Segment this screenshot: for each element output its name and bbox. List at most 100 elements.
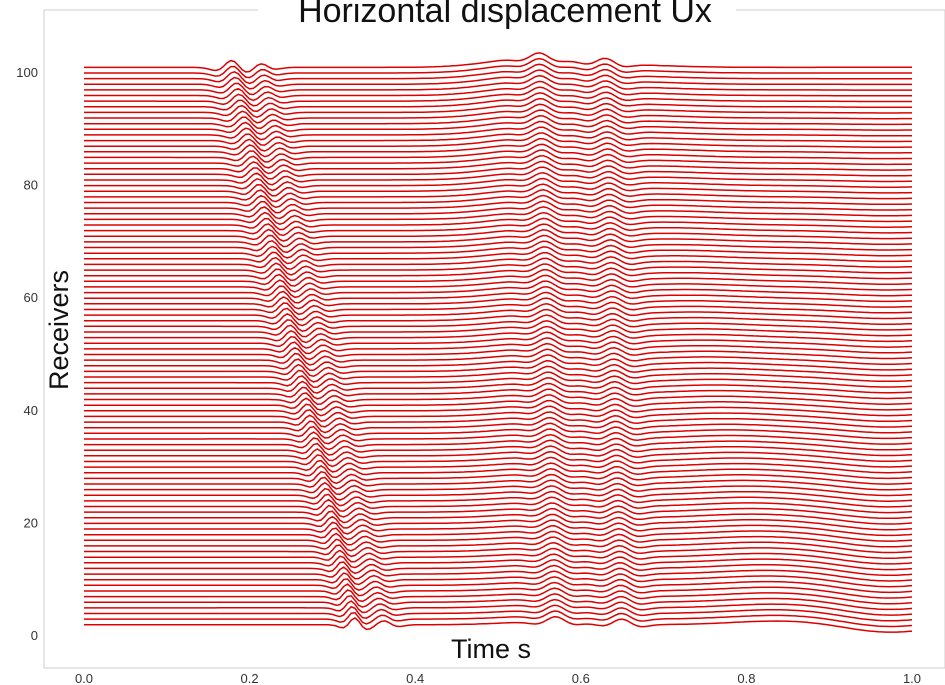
receiver-trace [84, 166, 913, 186]
receiver-trace [84, 126, 912, 146]
receiver-trace [84, 143, 912, 163]
receiver-trace [84, 507, 913, 525]
receiver-trace [84, 63, 912, 85]
receiver-trace [84, 120, 912, 141]
x-tick-label: 1.0 [903, 671, 921, 685]
receiver-trace [84, 354, 913, 372]
receiver-trace [84, 559, 913, 577]
receiver-trace [84, 320, 913, 338]
x-tick-label: 0.4 [406, 671, 424, 685]
receiver-trace [84, 103, 912, 124]
receiver-trace [84, 530, 913, 548]
title-background [258, 0, 736, 24]
receiver-trace [84, 416, 913, 434]
receiver-trace [84, 211, 913, 231]
receiver-trace [84, 115, 912, 135]
receiver-trace [84, 240, 913, 259]
receiver-trace [84, 604, 913, 622]
receiver-trace [84, 57, 912, 79]
x-tick-label: 0.6 [572, 671, 590, 685]
receiver-trace [84, 217, 913, 237]
receiver-trace [84, 615, 913, 633]
receiver-trace [84, 394, 913, 411]
receiver-trace [84, 80, 912, 102]
receiver-trace [84, 74, 912, 96]
receiver-trace [84, 69, 912, 90]
receiver-trace [84, 570, 913, 588]
receiver-trace [84, 382, 913, 400]
receiver-trace [84, 137, 912, 158]
receiver-trace [84, 160, 913, 180]
receiver-trace [84, 325, 913, 344]
xlabel-background [450, 628, 538, 664]
receiver-trace [84, 263, 913, 282]
receiver-trace [84, 92, 912, 113]
receiver-trace [84, 359, 913, 377]
receiver-trace [84, 473, 913, 491]
receiver-trace [84, 377, 913, 394]
receiver-trace [84, 371, 913, 388]
receiver-trace [84, 183, 913, 203]
receiver-trace [84, 331, 913, 349]
receiver-trace [84, 479, 913, 497]
receiver-trace [84, 194, 913, 214]
receiver-trace [84, 314, 913, 332]
receiver-trace [84, 86, 912, 107]
receiver-trace [84, 581, 913, 599]
receiver-trace [84, 593, 913, 611]
receiver-trace [84, 445, 913, 462]
receiver-trace [84, 97, 912, 119]
receiver-trace [84, 428, 913, 445]
receiver-trace [84, 399, 913, 417]
receiver-trace [84, 200, 913, 220]
receiver-trace [84, 280, 913, 299]
receiver-trace [84, 257, 913, 276]
receiver-trace [84, 229, 913, 248]
receiver-trace [84, 286, 913, 304]
receiver-trace [84, 610, 913, 628]
receiver-trace [84, 598, 913, 616]
receiver-trace [84, 297, 913, 316]
receiver-trace [84, 513, 913, 531]
chart-title: Horizontal displacement Ux [298, 0, 712, 30]
receiver-trace [84, 149, 913, 169]
x-tick-label: 0.2 [241, 671, 259, 685]
receiver-trace [84, 189, 913, 209]
receiver-trace [84, 525, 913, 542]
receiver-trace [84, 502, 913, 520]
receiver-trace [84, 303, 913, 321]
receiver-trace [84, 547, 913, 565]
x-axis-label: Time s [451, 634, 531, 664]
receiver-trace [84, 177, 913, 197]
receiver-trace [84, 411, 913, 428]
receiver-trace [84, 109, 912, 129]
receiver-trace [84, 456, 913, 474]
receiver-trace [84, 433, 913, 451]
receiver-trace [84, 388, 913, 405]
receiver-trace [84, 342, 913, 361]
y-tick-label: 100 [16, 65, 38, 80]
x-tick-label: 0.8 [737, 671, 755, 685]
y-axis-label: Receivers [44, 270, 74, 390]
receiver-trace [84, 52, 912, 73]
receiver-trace [84, 553, 913, 571]
receiver-trace [84, 405, 913, 423]
y-tick-label: 60 [24, 290, 38, 305]
y-tick-label: 80 [24, 178, 38, 193]
receiver-trace [84, 542, 913, 559]
plot-frame [43, 9, 945, 669]
receiver-trace [84, 485, 913, 502]
receiver-trace [84, 348, 913, 366]
receiver-trace [84, 274, 913, 293]
receiver-trace [84, 422, 913, 440]
receiver-trace [84, 337, 913, 355]
receiver-trace [84, 439, 913, 457]
x-tick-labels: 0.0 0.2 0.4 0.6 0.8 1.0 [75, 671, 921, 685]
receiver-trace [84, 172, 913, 192]
receiver-trace [84, 450, 913, 468]
y-tick-label: 0 [31, 628, 38, 643]
receiver-trace [84, 308, 913, 327]
receiver-trace [84, 587, 913, 605]
receiver-trace [84, 462, 913, 480]
receiver-trace [84, 291, 913, 310]
